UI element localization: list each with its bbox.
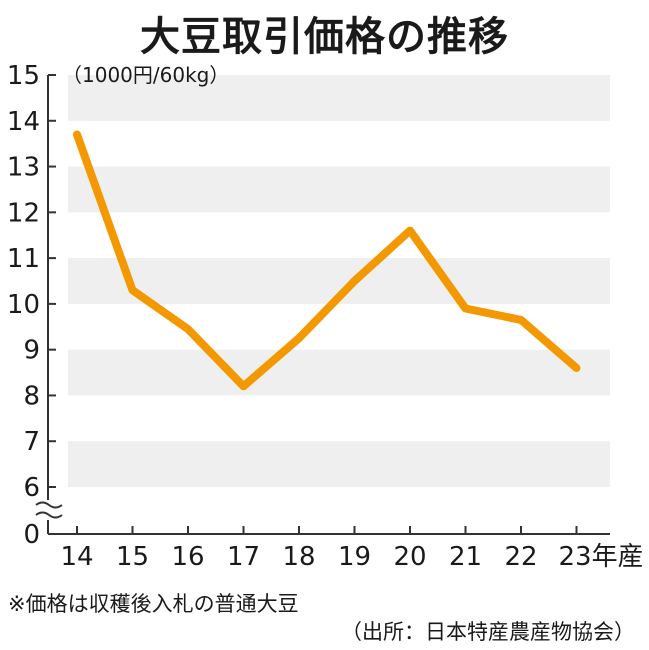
series-line [73,130,581,391]
x-tick-label: 18 [282,542,315,572]
axis-break-gap [36,500,62,520]
y-tick-label: 7 [23,427,40,457]
source-note: （出所：日本特産農産物協会） [341,620,635,644]
y-tick-labels: 0 6 7 8 9 10 11 12 13 14 15 [7,61,40,550]
x-tick-label: 19 [338,542,371,572]
y-tick-label: 10 [7,290,40,320]
axis-break-mark [35,501,63,509]
axis-break-mark [35,511,63,519]
y-tick-label: 9 [23,336,40,366]
axes [35,74,610,535]
series-group [73,130,581,391]
y-axis-unit-label: （1000円/60kg） [62,63,229,87]
chart-title: 大豆取引価格の推移 [140,14,509,60]
x-tick-label: 14 [60,542,93,572]
grid-band [68,441,610,487]
y-tick-label: 15 [7,61,40,91]
y-tick-label: 14 [7,107,40,137]
background-bands [68,75,610,487]
y-tick-label: 6 [23,473,40,503]
grid-band [68,349,610,396]
y-tick-label: 0 [23,520,40,550]
y-tick-label: 8 [23,381,40,411]
x-tick-label: 21 [449,542,482,572]
x-tick-label: 16 [171,542,204,572]
x-tick-label: 23年産 [559,542,644,572]
y-tick-label: 13 [7,153,40,183]
x-tick-label: 15 [116,542,149,572]
x-tick-label: 17 [227,542,260,572]
x-tick-label: 22 [504,542,537,572]
grid-band [68,75,610,121]
x-tick-label: 20 [393,542,426,572]
y-tick-label: 12 [7,198,40,228]
x-tick-labels: 14 15 16 17 18 19 20 21 22 23年産 [60,542,643,572]
grid-band [68,166,610,213]
footnote: ※価格は収穫後入札の普通大豆 [8,592,299,616]
y-tick-label: 11 [7,244,40,274]
